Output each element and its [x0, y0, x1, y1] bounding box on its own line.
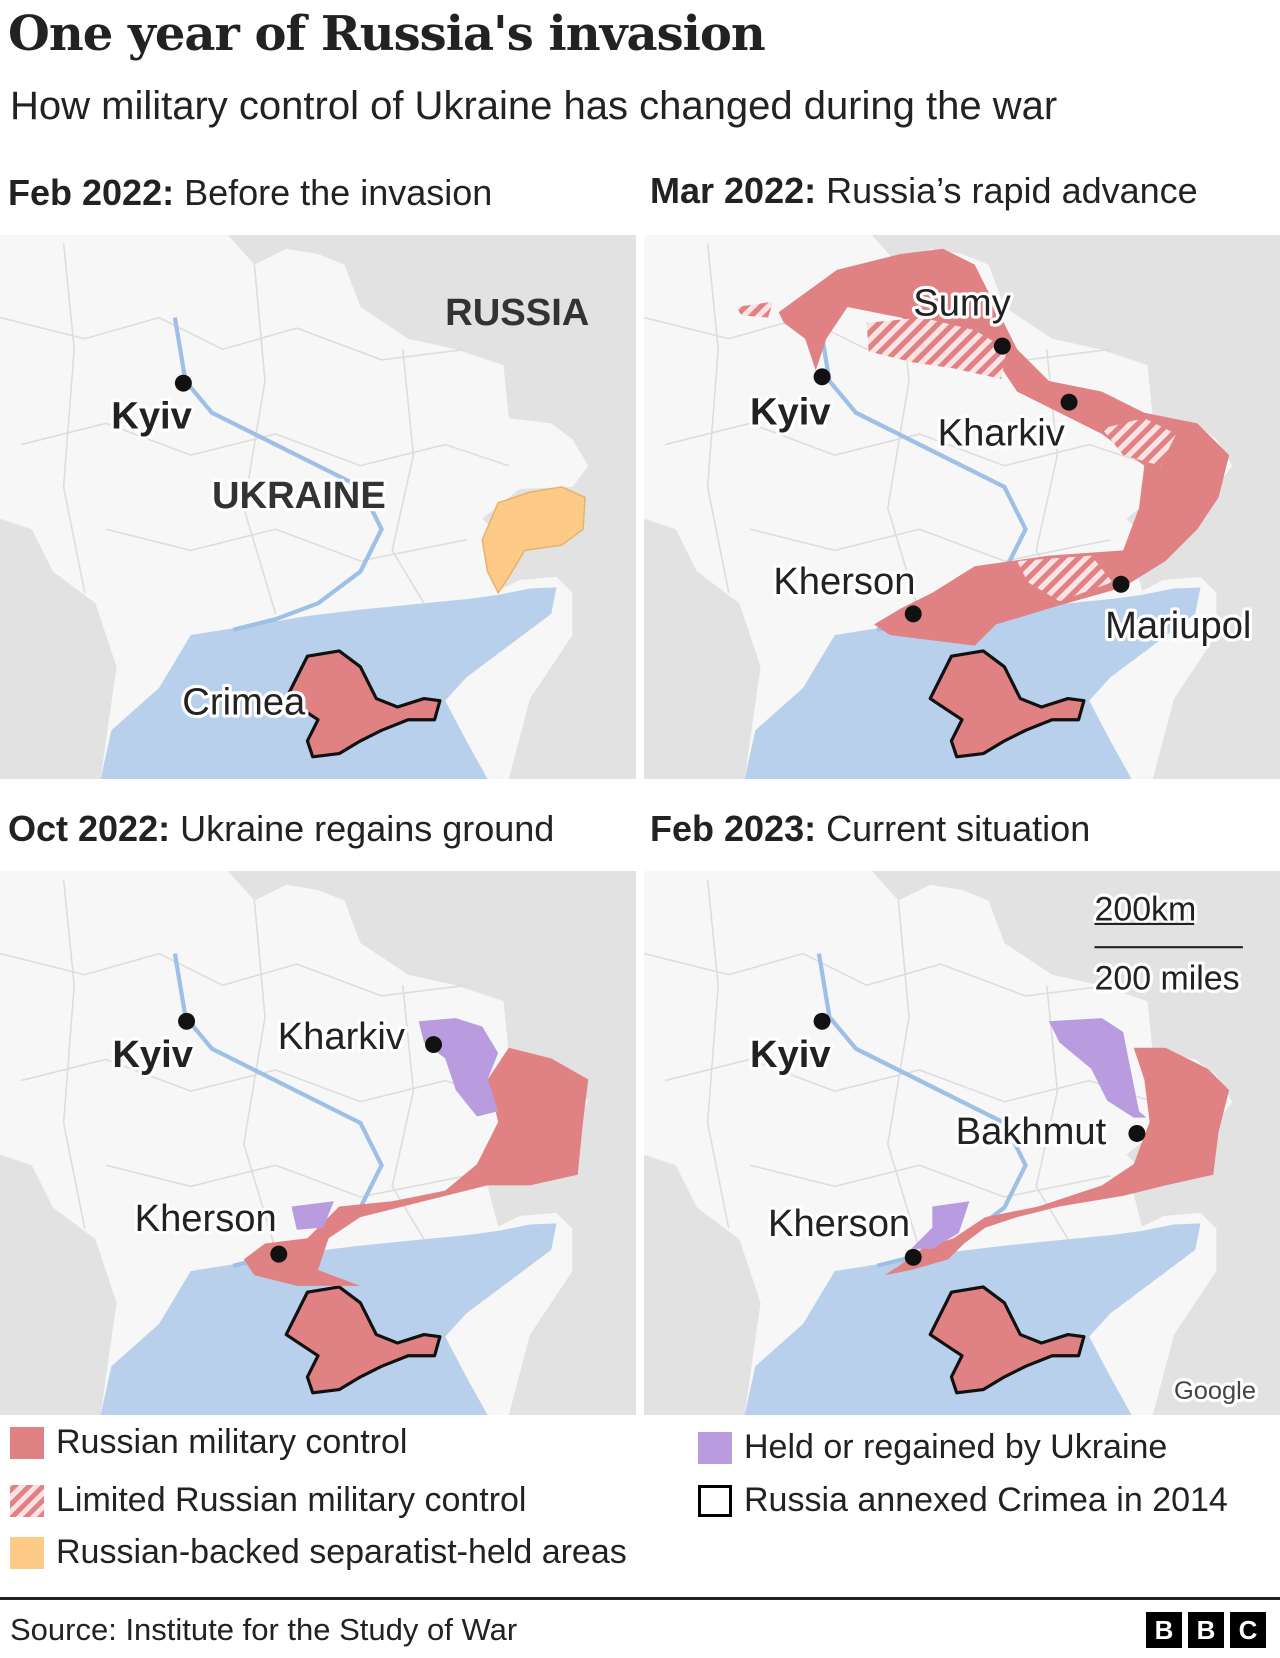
chart-title: One year of Russia's invasion	[8, 6, 766, 62]
legend-russian-control: Russian military control	[10, 1423, 407, 1462]
limited-control-area	[1017, 555, 1113, 602]
panel-heading-oct-2022: Oct 2022: Ukraine regains ground	[8, 808, 554, 850]
map-oct-2022: Kyiv Kharkiv Kherson	[0, 871, 636, 1415]
label-mariupol: Mariupol	[1105, 604, 1251, 647]
logo-letter: B	[1188, 1612, 1224, 1648]
logo-letter: C	[1230, 1612, 1266, 1648]
city-dot-kyiv	[174, 374, 192, 392]
swatch	[698, 1484, 732, 1517]
swatch	[10, 1426, 44, 1459]
legend-label: Limited Russian military control	[56, 1481, 527, 1519]
limited-control-area	[1101, 418, 1177, 466]
panel-caption: Russia’s rapid advance	[826, 170, 1198, 211]
attribution: Google	[1174, 1377, 1256, 1405]
ukraine-regained-area	[911, 1201, 970, 1249]
label-kharkiv: Kharkiv	[278, 1015, 405, 1058]
legend-crimea-annexed: Russia annexed Crimea in 2014	[698, 1481, 1228, 1520]
panel-heading-mar-2022: Mar 2022: Russia’s rapid advance	[650, 170, 1198, 212]
panel-heading-feb-2023: Feb 2023: Current situation	[650, 808, 1090, 850]
ukraine-regained-area	[291, 1201, 334, 1230]
limited-control-area	[736, 301, 774, 318]
label-crimea: Crimea	[182, 680, 306, 723]
panel-caption: Current situation	[826, 808, 1091, 849]
panel-heading-feb-2022: Feb 2022: Before the invasion	[8, 172, 492, 214]
panel-date: Feb 2023:	[650, 808, 817, 849]
scale-miles: 200 miles	[1094, 960, 1239, 998]
chart-subtitle: How military control of Ukraine has chan…	[10, 84, 1058, 128]
label-bakhmut: Bakhmut	[956, 1110, 1107, 1153]
panel-date: Feb 2022:	[8, 172, 175, 213]
swatch	[10, 1484, 44, 1517]
legend-limited-control: Limited Russian military control	[10, 1481, 527, 1520]
bbc-logo: B B C	[1146, 1612, 1266, 1648]
russian-control-area	[243, 1047, 589, 1286]
label-kharkiv: Kharkiv	[938, 412, 1065, 455]
label-ukraine: UKRAINE	[212, 474, 386, 517]
swatch	[10, 1536, 44, 1569]
legend-separatist: Russian-backed separatist-held areas	[10, 1533, 627, 1572]
legend-ukraine-held: Held or regained by Ukraine	[698, 1428, 1167, 1467]
label-russia: RUSSIA	[445, 291, 589, 334]
label-kyiv: Kyiv	[112, 1033, 193, 1076]
swatch	[698, 1431, 732, 1464]
legend-label: Russian military control	[56, 1423, 408, 1461]
map-feb-2023: Kyiv Bakhmut Kherson 200km 200 miles Goo…	[644, 871, 1280, 1415]
label-kherson: Kherson	[768, 1202, 910, 1245]
label-kherson: Kherson	[135, 1197, 277, 1240]
label-kherson: Kherson	[773, 560, 915, 603]
ukraine-regained-area	[1048, 1018, 1147, 1118]
label-sumy: Sumy	[913, 281, 1011, 324]
legend-label: Russian-backed separatist-held areas	[56, 1533, 627, 1571]
source-note: Source: Institute for the Study of War	[10, 1612, 518, 1647]
divider	[0, 1597, 1280, 1600]
panel-caption: Ukraine regains ground	[180, 808, 555, 849]
map-mar-2022: Sumy Kyiv Kharkiv Kherson Mariupol	[644, 235, 1280, 779]
limited-control-area	[866, 317, 1007, 379]
panel-caption: Before the invasion	[184, 172, 493, 213]
panel-date: Oct 2022:	[8, 808, 171, 849]
legend-label: Held or regained by Ukraine	[744, 1428, 1168, 1466]
panel-date: Mar 2022:	[650, 170, 817, 211]
label-kyiv: Kyiv	[111, 395, 192, 438]
separatist-area	[481, 486, 586, 595]
logo-letter: B	[1146, 1612, 1182, 1648]
legend-label: Russia annexed Crimea in 2014	[744, 1481, 1228, 1519]
map-feb-2022: RUSSIA Kyiv UKRAINE Crimea	[0, 235, 636, 779]
label-kyiv: Kyiv	[750, 390, 831, 433]
label-kyiv: Kyiv	[750, 1033, 831, 1076]
scale-bar: 200km 200 miles	[1091, 888, 1243, 1001]
